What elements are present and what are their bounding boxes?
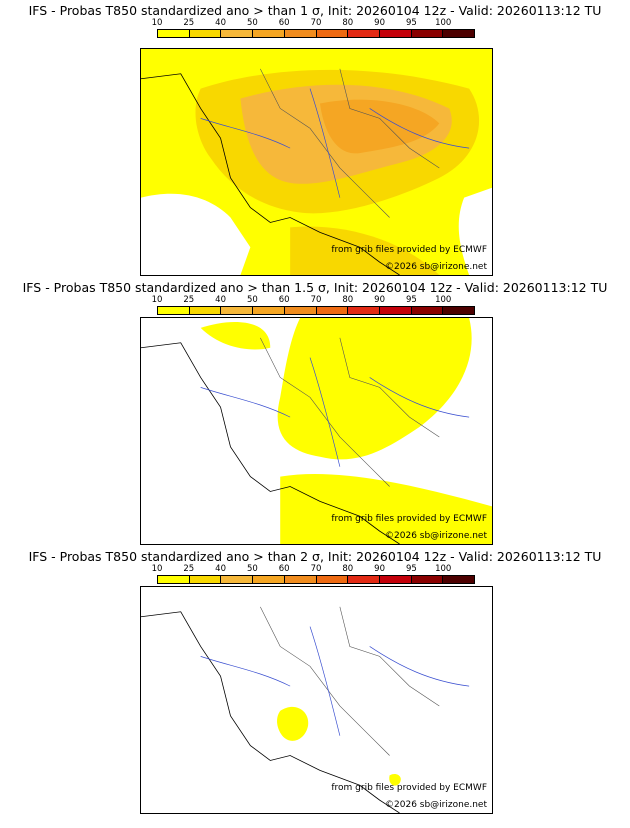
colorbar-segment [379, 307, 412, 314]
country-borders [260, 606, 440, 756]
coastline [141, 342, 400, 544]
panel-2: IFS - Probas T850 standardized ano > tha… [0, 277, 630, 547]
prob-10-patch [277, 706, 309, 741]
colorbar-labels: 10 25 40 50 60 70 80 90 95 100 [152, 18, 475, 28]
copyright-credit: ©2026 sb@irizone.net [385, 800, 487, 810]
colorbar-segment [316, 307, 349, 314]
rivers [200, 88, 470, 198]
prob-10-patch-small [389, 774, 401, 786]
probability-map: from grib files provided by ECMWF ©2026 … [140, 317, 493, 545]
colorbar-tick-label: 95 [405, 295, 417, 305]
colorbar-tick-label: 80 [342, 18, 354, 28]
prob-10-area [277, 318, 472, 460]
colorbar-segment [348, 30, 380, 37]
colorbar-tick-label: 10 [151, 295, 163, 305]
colorbar-tick-label: 90 [374, 18, 386, 28]
source-credit: from grib files provided by ECMWF [331, 245, 487, 255]
colorbar-segment [443, 307, 475, 314]
colorbar-segment [253, 307, 285, 314]
colorbar-segment [348, 307, 380, 314]
panel-title: IFS - Probas T850 standardized ano > tha… [22, 280, 608, 295]
colorbar-tick-label: 80 [342, 564, 354, 574]
colorbar-tick-label: 70 [310, 564, 322, 574]
country-borders [260, 68, 440, 218]
colorbar-segment [189, 30, 222, 37]
colorbar-tick-label: 60 [278, 564, 290, 574]
colorbar-segment [316, 576, 349, 583]
coastline [141, 611, 400, 813]
colorbar-tick-label: 90 [374, 295, 386, 305]
colorbar-segment [221, 30, 254, 37]
low-prob-white-area [141, 193, 251, 275]
colorbar-segment [316, 30, 349, 37]
colorbar-segment [158, 307, 190, 314]
colorbar-segment [284, 30, 317, 37]
probability-colorbar [157, 306, 475, 315]
colorbar-tick-label: 25 [183, 18, 195, 28]
probability-colorbar [157, 29, 475, 38]
colorbar-tick-label: 70 [310, 18, 322, 28]
colorbar-tick-label: 60 [278, 18, 290, 28]
colorbar-segment [189, 576, 222, 583]
colorbar-tick-label: 40 [215, 18, 227, 28]
colorbar-tick-label: 100 [435, 295, 452, 305]
prob-50-area [319, 99, 440, 154]
colorbar-tick-label: 10 [151, 564, 163, 574]
country-borders [260, 337, 440, 487]
colorbar-tick-label: 90 [374, 564, 386, 574]
colorbar-segment [221, 307, 254, 314]
coastline [141, 73, 400, 275]
copyright-credit: ©2026 sb@irizone.net [385, 262, 487, 272]
colorbar-segment [348, 576, 380, 583]
colorbar-tick-label: 80 [342, 295, 354, 305]
colorbar-segment [411, 307, 444, 314]
colorbar-segment [411, 576, 444, 583]
colorbar-tick-label: 40 [215, 295, 227, 305]
colorbar-segment [158, 576, 190, 583]
colorbar-tick-label: 100 [435, 18, 452, 28]
colorbar-segment [253, 576, 285, 583]
colorbar-segment [379, 576, 412, 583]
colorbar-tick-label: 95 [405, 18, 417, 28]
colorbar-tick-label: 50 [246, 18, 258, 28]
copyright-credit: ©2026 sb@irizone.net [385, 531, 487, 541]
probability-colorbar [157, 575, 475, 584]
colorbar-tick-label: 25 [183, 295, 195, 305]
rivers [200, 357, 470, 467]
panel-3: IFS - Probas T850 standardized ano > tha… [0, 546, 630, 828]
colorbar-tick-label: 25 [183, 564, 195, 574]
panel-1: IFS - Probas T850 standardized ano > tha… [0, 0, 630, 276]
colorbar-tick-label: 95 [405, 564, 417, 574]
colorbar-tick-label: 10 [151, 18, 163, 28]
colorbar-segment [443, 30, 475, 37]
colorbar-tick-label: 50 [246, 295, 258, 305]
colorbar-tick-label: 60 [278, 295, 290, 305]
colorbar-segment [411, 30, 444, 37]
colorbar-segment [284, 307, 317, 314]
panel-title: IFS - Probas T850 standardized ano > tha… [28, 3, 602, 18]
colorbar-tick-label: 40 [215, 564, 227, 574]
colorbar-segment [221, 576, 254, 583]
panel-title: IFS - Probas T850 standardized ano > tha… [28, 549, 602, 564]
probability-map: from grib files provided by ECMWF ©2026 … [140, 586, 493, 814]
colorbar-labels: 10 25 40 50 60 70 80 90 95 100 [152, 295, 475, 305]
colorbar-segment [189, 307, 222, 314]
colorbar-labels: 10 25 40 50 60 70 80 90 95 100 [152, 564, 475, 574]
colorbar-segment [158, 30, 190, 37]
source-credit: from grib files provided by ECMWF [331, 514, 487, 524]
colorbar-tick-label: 50 [246, 564, 258, 574]
rivers [200, 626, 470, 736]
colorbar-tick-label: 70 [310, 295, 322, 305]
low-prob-white-area-east [458, 187, 492, 275]
colorbar-segment [253, 30, 285, 37]
prob-10-south [280, 473, 492, 544]
colorbar-tick-label: 100 [435, 564, 452, 574]
colorbar-segment [443, 576, 475, 583]
probability-map: from grib files provided by ECMWF ©2026 … [140, 48, 493, 276]
colorbar-segment [379, 30, 412, 37]
prob-10-nw [200, 321, 271, 350]
source-credit: from grib files provided by ECMWF [331, 783, 487, 793]
colorbar-segment [284, 576, 317, 583]
